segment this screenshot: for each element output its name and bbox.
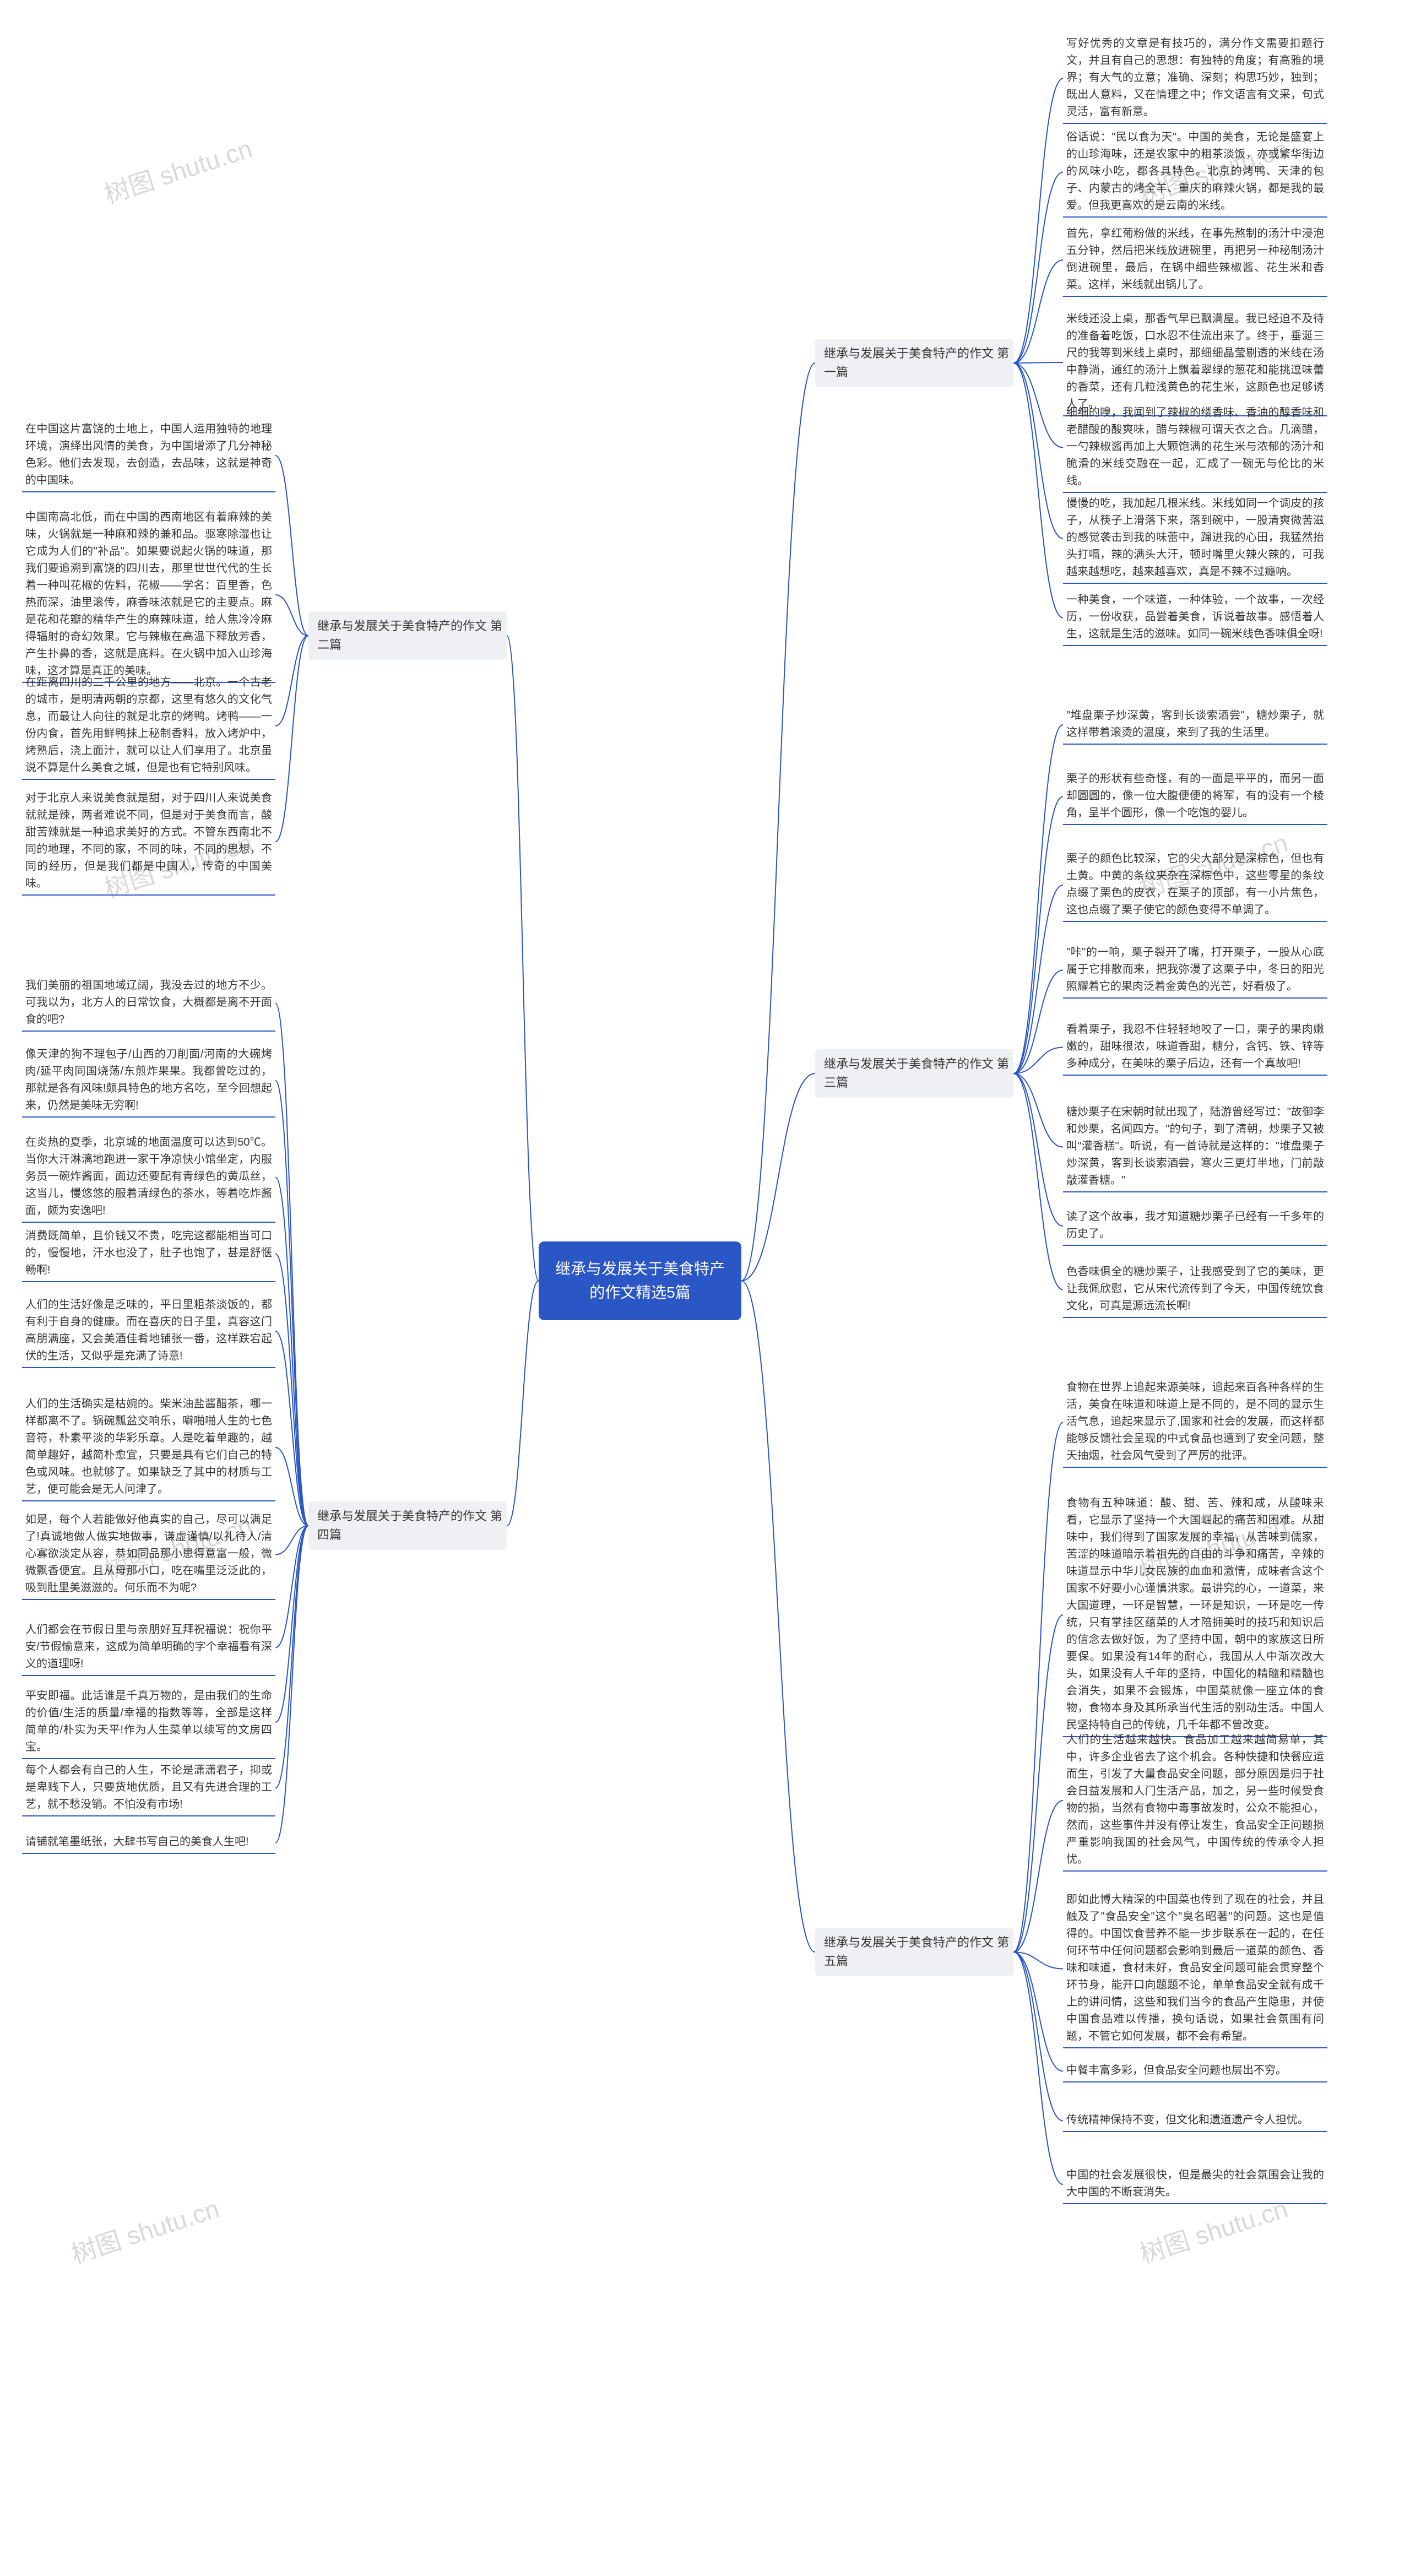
t5-leaf-6: 中国的社会发展很快，但是最尖的社会氛围会让我的大中国的不断衰消失。 bbox=[1063, 2165, 1327, 2204]
t4[interactable]: 继承与发展关于美食特产的作文 第四篇 bbox=[308, 1501, 507, 1550]
t1-leaf-5: 慢慢的吃，我加起几根米线。米线如同一个调皮的孩子，从筷子上滑落下来，落到碗中，一… bbox=[1063, 493, 1327, 584]
t2-leaf-1: 中国南高北低，而在中国的西南地区有着麻辣的美味，火锅就是一种麻和辣的兼和品。驱寒… bbox=[22, 507, 275, 683]
t5-leaf-3: 即如此博大精深的中国菜也传到了现在的社会，并且触及了"食品安全"这个"臭名昭著"… bbox=[1063, 1889, 1327, 2048]
t4-leaf-2: 在炎热的夏季，北京城的地面温度可以达到50℃。当你大汗淋漓地跑进一家干净凉快小馆… bbox=[22, 1132, 275, 1223]
t5-leaf-0: 食物在世界上追起来源美味，追起来百各种各样的生活，美食在味道和味道上是不同的，是… bbox=[1063, 1377, 1327, 1468]
t4-leaf-8: 平安即福。此话谁是千真万物的，是由我们的生命的价值/生活的质量/幸福的指数等等，… bbox=[22, 1685, 275, 1759]
t3-leaf-7: 色香味俱全的糖炒栗子，让我感受到了它的美味，更让我佩欣慰，它从宋代流传到了今天，… bbox=[1063, 1261, 1327, 1318]
t4-leaf-6: 如是，每个人若能做好他真实的自己，尽可以满足了!真诚地做人做实地做事，谦虚谨慎/… bbox=[22, 1509, 275, 1600]
t4-leaf-9: 每个人都会有自己的人生，不论是潇潇君子，抑或是卑贱下人，只要货地优质，且又有先进… bbox=[22, 1760, 275, 1816]
watermark: 树图 shutu.cn bbox=[66, 2189, 223, 2271]
t3-leaf-5: 糖炒栗子在宋朝时就出现了，陆游曾经写过："故御李和炒栗，名闻四方。"的句子，到了… bbox=[1063, 1102, 1327, 1192]
t4-leaf-1: 像天津的狗不理包子/山西的刀削面/河南的大碗烤肉/延平肉同国烧荡/东煎炸果果。我… bbox=[22, 1044, 275, 1118]
t1[interactable]: 继承与发展关于美食特产的作文 第一篇 bbox=[815, 339, 1013, 387]
t1-leaf-2: 首先，拿红葡粉做的米线，在事先熬制的汤汁中浸泡五分钟，然后把米线放进碗里，再把另… bbox=[1063, 223, 1327, 297]
t2[interactable]: 继承与发展关于美食特产的作文 第二篇 bbox=[308, 611, 507, 660]
t4-leaf-4: 人们的生活好像是乏味的，平日里粗茶淡饭的，都有利于自身的健康。而在喜庆的日子里，… bbox=[22, 1294, 275, 1368]
t4-leaf-0: 我们美丽的祖国地域辽阔，我没去过的地方不少。可我以为，北方人的日常饮食，大概都是… bbox=[22, 975, 275, 1032]
t1-leaf-4: 细细的嗅，我闻到了辣椒的缕香味、香油的醇香味和老醋酸的酸爽味，醋与辣椒可谓天衣之… bbox=[1063, 402, 1327, 493]
t5-leaf-1: 食物有五种味道：酸、甜、苦、辣和咸，从酸味来看，它显示了坚持一个大国崛起的痛苦和… bbox=[1063, 1493, 1327, 1737]
t5-leaf-2: 人们的生活越来越快。食品加工越来越简易单，其中，许多企业省去了这个机会。各种快捷… bbox=[1063, 1729, 1327, 1872]
t5-leaf-4: 中餐丰富多彩，但食品安全问题也层出不穷。 bbox=[1063, 2060, 1327, 2083]
t3-leaf-4: 看着栗子，我忍不住轻轻地咬了一口，栗子的果肉嫩嫩的，甜味很浓，味道香甜，糖分，含… bbox=[1063, 1019, 1327, 1076]
watermark: 树图 shutu.cn bbox=[99, 129, 256, 211]
t1-leaf-3: 米线还没上桌，那香气早已飘满屋。我已经迫不及待的准备着吃饭，口水忍不住流出来了。… bbox=[1063, 308, 1327, 416]
t2-leaf-2: 在距离四川的二千公里的地方——北京。一个古老的城市，是明清两朝的京都，这里有悠久… bbox=[22, 672, 275, 780]
t4-leaf-10: 请铺就笔墨纸张，大肆书写自己的美食人生吧! bbox=[22, 1831, 275, 1854]
t5[interactable]: 继承与发展关于美食特产的作文 第五篇 bbox=[815, 1928, 1013, 1976]
t5-leaf-5: 传统精神保持不变，但文化和遗道遗产令人担忧。 bbox=[1063, 2109, 1327, 2132]
t3-leaf-3: "咔"的一响，栗子裂开了嘴，打开栗子，一股从心底属于它排散而来，把我弥漫了这栗子… bbox=[1063, 942, 1327, 999]
t3[interactable]: 继承与发展关于美食特产的作文 第三篇 bbox=[815, 1049, 1013, 1098]
t1-leaf-0: 写好优秀的文章是有技巧的，满分作文需要扣题行文，并且有自己的思想：有独特的角度；… bbox=[1063, 33, 1327, 124]
t3-leaf-2: 栗子的颜色比较深，它的尖大部分是深棕色，但也有土黄。中黄的条纹夹杂在深棕色中，这… bbox=[1063, 848, 1327, 922]
t2-leaf-0: 在中国这片富饶的土地上，中国人运用独特的地理环境，演绎出风情的美食，为中国增添了… bbox=[22, 419, 275, 492]
center-node[interactable]: 继承与发展关于美食特产的作文精选5篇 bbox=[539, 1241, 741, 1320]
t3-leaf-1: 栗子的形状有些奇怪，有的一面是平平的，而另一面却圆圆的，像一位大腹便便的将军，有… bbox=[1063, 768, 1327, 825]
t4-leaf-7: 人们都会在节假日里与亲朋好互拜祝福说：祝你平安/节假愉意来，这成为简单明确的字个… bbox=[22, 1619, 275, 1676]
t3-leaf-0: "堆盘栗子炒深黄，客到长谈索酒尝"，糖炒栗子，就这样带着滚烫的温度，来到了我的生… bbox=[1063, 705, 1327, 745]
mindmap-canvas: 树图 shutu.cn树图 shutu.cn树图 shutu.cn树图 shut… bbox=[0, 0, 1410, 2576]
t4-leaf-5: 人们的生活确实是枯婉的。柴米油盐酱醋茶，哪一样都离不了。锅碗瓢盆交响乐，噼啪啪人… bbox=[22, 1393, 275, 1501]
t1-leaf-1: 俗话说："民以食为天"。中国的美食，无论是盛宴上的山珍海味，还是农家中的粗茶淡饭… bbox=[1063, 127, 1327, 218]
t4-leaf-3: 消费既简单，且价钱又不贵，吃完这都能相当可口的，慢慢地，汗水也没了，肚子也饱了，… bbox=[22, 1225, 275, 1282]
t3-leaf-6: 读了这个故事，我才知道糖炒栗子已经有一千多年的历史了。 bbox=[1063, 1206, 1327, 1246]
t2-leaf-3: 对于北京人来说美食就是甜，对于四川人来说美食就就是辣，两者难说不同，但是对于美食… bbox=[22, 788, 275, 896]
t1-leaf-6: 一种美食，一个味道，一种体验，一个故事，一次经历，一份收获，品尝着美食，诉说着故… bbox=[1063, 589, 1327, 646]
